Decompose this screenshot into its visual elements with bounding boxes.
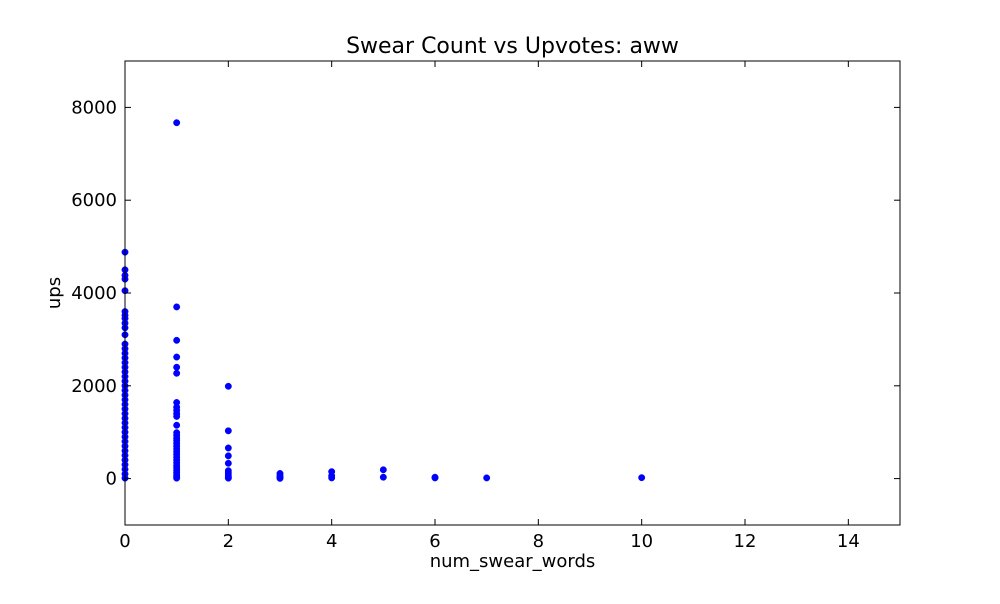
data-point <box>483 474 491 482</box>
x-tick-label: 4 <box>326 531 337 552</box>
y-tick-label: 2000 <box>71 376 117 397</box>
points-layer <box>121 119 646 482</box>
data-point <box>379 466 387 474</box>
data-point <box>173 336 181 344</box>
ticks-layer: 0 2 4 6 8 10 12 14 0 2000 4000 6000 8000 <box>71 61 900 552</box>
x-tick-label: 2 <box>223 531 234 552</box>
y-tick-label: 0 <box>106 469 117 490</box>
data-point <box>276 474 284 482</box>
data-point <box>224 427 232 435</box>
y-tick-label: 6000 <box>71 190 117 211</box>
x-tick-label: 6 <box>429 531 440 552</box>
data-point <box>638 474 646 482</box>
x-tick-label: 8 <box>533 531 544 552</box>
data-point <box>224 382 232 390</box>
y-tick-label: 4000 <box>71 283 117 304</box>
data-point <box>173 421 181 429</box>
data-point <box>173 474 181 482</box>
x-tick-label: 12 <box>734 531 757 552</box>
data-point <box>173 363 181 371</box>
x-tick-label: 10 <box>630 531 653 552</box>
data-point <box>224 474 232 482</box>
data-point <box>173 369 181 377</box>
data-point <box>173 412 181 420</box>
data-point <box>173 119 181 127</box>
x-axis-label: num_swear_words <box>430 551 596 572</box>
x-tick-label: 0 <box>119 531 130 552</box>
data-point <box>173 353 181 361</box>
plot-frame <box>124 60 901 526</box>
data-point <box>379 473 387 481</box>
data-point <box>224 452 232 460</box>
y-axis-label: ups <box>44 277 65 309</box>
x-tick-label: 14 <box>837 531 860 552</box>
data-point <box>431 474 439 482</box>
data-point <box>224 444 232 452</box>
data-point <box>224 459 232 467</box>
data-point <box>328 474 336 482</box>
data-point <box>173 303 181 311</box>
chart-title: Swear Count vs Upvotes: aww <box>346 34 679 59</box>
y-tick-label: 8000 <box>71 97 117 118</box>
